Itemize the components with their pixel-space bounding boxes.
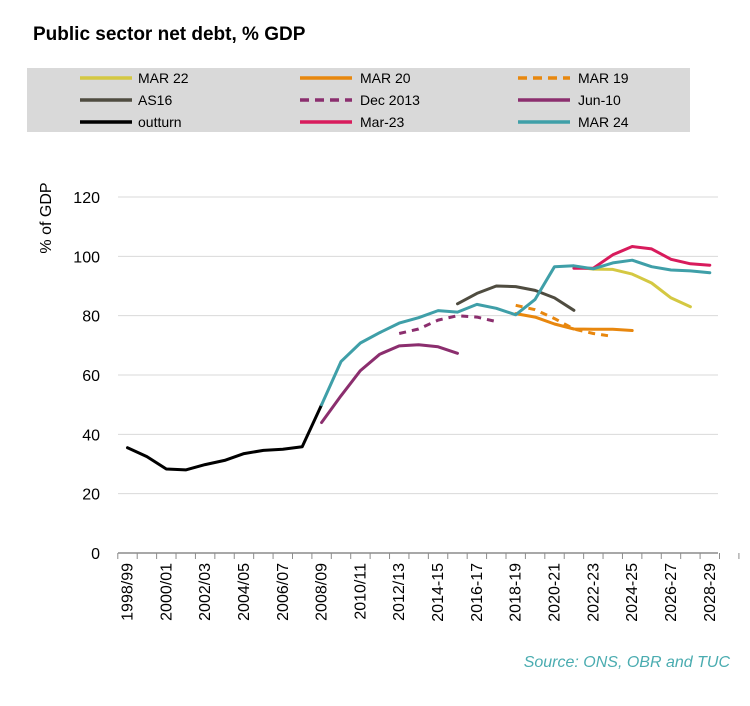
legend-background [27,68,690,132]
x-tick-label: 2004/05 [236,563,253,621]
x-tick-label: 2026-27 [663,563,680,622]
x-tick-label: 2012/13 [391,563,408,621]
x-tick-label: 2020-21 [547,563,564,622]
y-tick-label: 0 [91,546,100,563]
y-tick-label: 120 [73,190,100,207]
legend-label-mar-20: MAR 20 [360,70,411,86]
chart-title: Public sector net debt, % GDP [33,24,306,45]
x-tick-label: 2024-25 [624,563,641,622]
x-tick-label: 2028-29 [702,563,719,622]
y-tick-label: 20 [82,487,100,504]
y-axis: 0 20 40 60 80 100 120 [73,190,718,563]
legend: MAR 22 MAR 20 MAR 19 AS16 Dec 2013 Jun-10 outt… [80,70,629,130]
x-tick-label: 2002/03 [197,563,214,621]
series-line-mar-22 [572,265,692,309]
series-line-mar-19 [515,303,614,338]
series-lines [126,245,712,472]
y-tick-label: 60 [82,368,100,385]
legend-label-dec-2013: Dec 2013 [360,92,420,108]
x-tick-label: 2022-23 [585,563,602,622]
legend-label-mar-23: Mar-23 [360,114,405,130]
x-tick-label: 2006/07 [275,563,292,621]
series-line-dec-2013 [398,314,497,335]
legend-label-mar-22: MAR 22 [138,70,189,86]
series-line-mar-20 [514,312,634,332]
x-tick-label: 2008/09 [314,563,331,621]
series-line-mar-23 [572,245,712,270]
x-tick-label: 2000/01 [158,563,175,621]
x-tick-label: 2014-15 [430,563,447,622]
series-line-outturn [126,403,324,472]
legend-label-outturn: outturn [138,114,182,130]
source-note: Source: ONS, OBR and TUC [523,654,730,671]
x-tick-label: 1998/99 [120,563,137,621]
x-axis: 1998/99 2000/01 2002/03 2004/05 2006/07 2008/… [117,552,740,622]
y-tick-label: 40 [82,427,100,444]
legend-label-as16: AS16 [138,92,172,108]
series-line-jun-10 [320,343,459,424]
x-tick-label: 2010/11 [352,563,369,620]
legend-label-mar-24: MAR 24 [578,114,629,130]
x-tick-label: 2016-17 [469,563,486,622]
legend-label-mar-19: MAR 19 [578,70,629,86]
y-tick-label: 80 [82,309,100,326]
x-tick-label: 2018-19 [508,563,525,622]
series-line-mar-24 [320,258,712,407]
legend-label-jun-10: Jun-10 [578,92,621,108]
y-axis-label: % of GDP [38,182,55,253]
series-line-as16 [456,284,576,312]
y-tick-label: 100 [73,249,100,266]
